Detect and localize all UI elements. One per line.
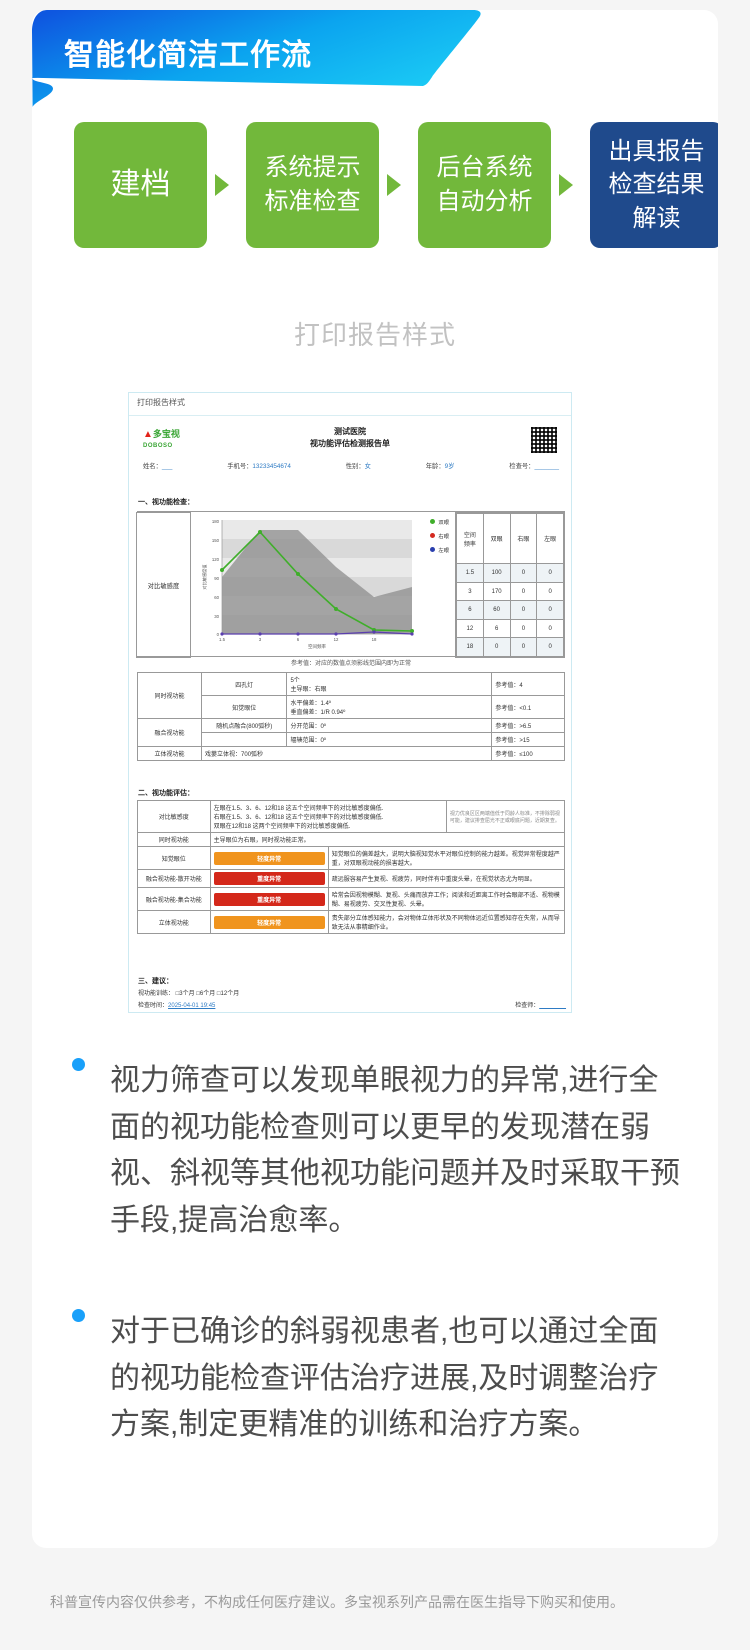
svg-text:180: 180 [212,519,220,524]
svg-text:30: 30 [214,614,219,619]
svg-text:90: 90 [214,576,219,581]
svg-text:对比敏感度值: 对比敏感度值 [201,564,208,589]
svg-text:6: 6 [297,637,300,642]
svg-text:空间频率: 空间频率 [308,643,326,650]
svg-text:60: 60 [214,595,219,600]
svg-text:150: 150 [212,538,220,543]
svg-text:12: 12 [334,637,339,642]
svg-text:120: 120 [212,557,220,562]
svg-text:18: 18 [372,637,377,642]
svg-text:1.5: 1.5 [219,637,226,642]
svg-text:3: 3 [259,637,262,642]
